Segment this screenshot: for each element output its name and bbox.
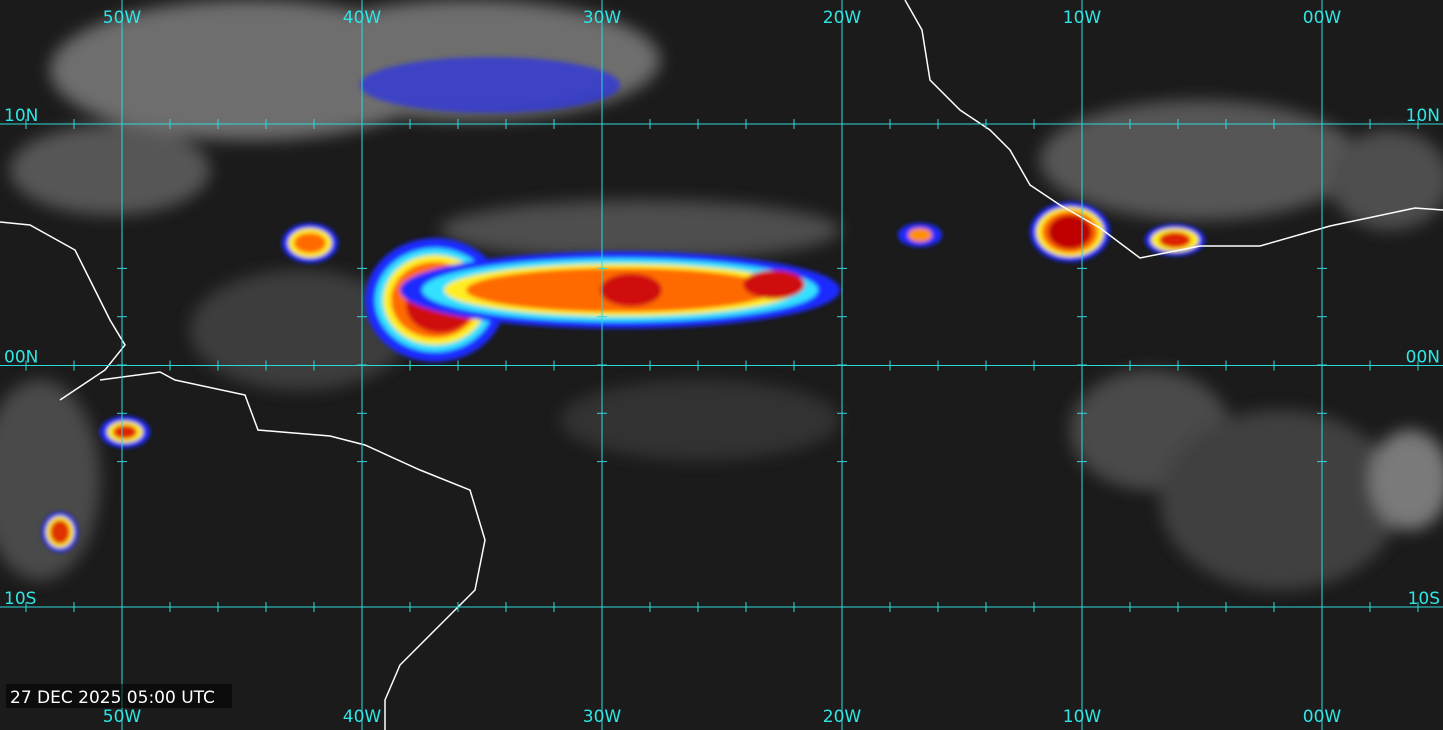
longitude-label-bottom: 30W bbox=[583, 707, 622, 727]
longitude-label-top: 10W bbox=[1063, 8, 1102, 28]
latitude-label-right: 00N bbox=[1406, 348, 1440, 368]
longitude-label-top: 30W bbox=[583, 8, 622, 28]
latitude-label-right: 10S bbox=[1408, 589, 1440, 609]
latitude-label-left: 00N bbox=[4, 348, 38, 368]
timestamp-box bbox=[6, 684, 232, 708]
latitude-label-left: 10S bbox=[4, 589, 36, 609]
longitude-label-bottom: 40W bbox=[343, 707, 382, 727]
latitude-label-left: 10N bbox=[4, 106, 38, 126]
longitude-label-bottom: 50W bbox=[103, 707, 142, 727]
longitude-label-bottom: 20W bbox=[823, 707, 862, 727]
graticule-labels: 50W 50W 40W 40W 30W 30W 20W 20W 10W 10W 00W 00W 10N 1… bbox=[4, 8, 1440, 727]
longitude-label-bottom: 00W bbox=[1303, 707, 1342, 727]
longitude-label-top: 20W bbox=[823, 8, 862, 28]
latitude-label-right: 10N bbox=[1406, 106, 1440, 126]
longitude-label-top: 00W bbox=[1303, 8, 1342, 28]
longitude-label-bottom: 10W bbox=[1063, 707, 1102, 727]
storm-cells bbox=[42, 57, 1205, 552]
longitude-label-top: 40W bbox=[343, 8, 382, 28]
timestamp: 27 DEC 2025 05:00 UTC bbox=[10, 688, 215, 708]
longitude-label-top: 50W bbox=[103, 8, 142, 28]
